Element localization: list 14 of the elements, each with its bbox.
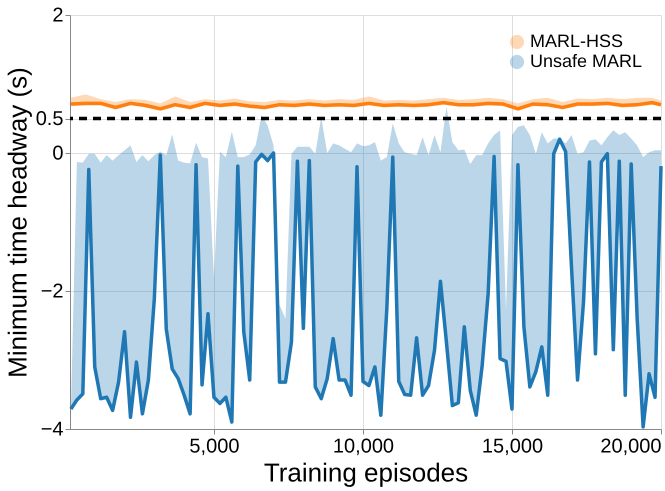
legend-label: MARL-HSS [530, 31, 624, 51]
y-tick-label: 2 [52, 4, 64, 26]
x-tick-label: 10,000 [332, 436, 394, 458]
x-tick-label: 15,000 [482, 436, 544, 458]
y-tick-label: −4 [40, 418, 64, 440]
legend-label: Unsafe MARL [530, 51, 642, 71]
y-tick-label: 0.5 [36, 108, 64, 130]
y-tick-label: −2 [40, 280, 64, 302]
y-tick-label: 0 [52, 142, 64, 164]
line-series [69, 100, 663, 111]
y-axis-title: Minimum time headway (s) [2, 67, 33, 378]
x-axis-title: Training episodes [264, 458, 468, 488]
x-tick-label: 5,000 [189, 436, 240, 458]
x-tick-label: 20,000 [600, 436, 662, 458]
